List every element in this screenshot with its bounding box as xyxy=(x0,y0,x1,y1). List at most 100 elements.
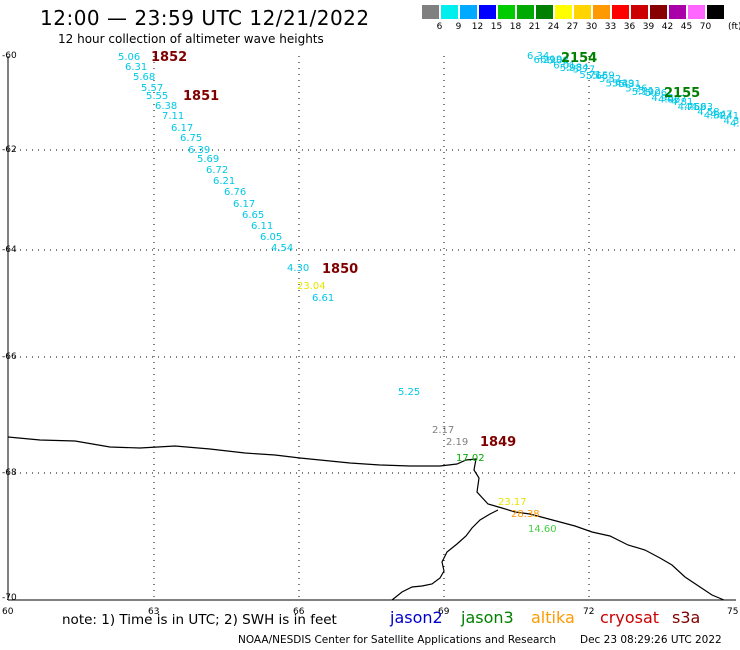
credit-line: NOAA/NESDIS Center for Satellite Applica… xyxy=(238,634,556,646)
swh-reading: 4.92 xyxy=(658,95,680,106)
legend-swatch xyxy=(650,5,667,19)
swh-reading: 6.05 xyxy=(260,232,282,243)
satellite-altika: altika xyxy=(531,608,575,627)
pass-number-label: 1849 xyxy=(480,435,516,450)
swh-reading: 5.19 xyxy=(632,87,654,98)
swh-reading: 5.39 xyxy=(612,79,634,90)
lon-tick-label: 60 xyxy=(2,607,14,617)
swh-reading: 2.17 xyxy=(432,425,454,436)
legend-label: 33 xyxy=(604,22,617,32)
chart-subtitle: 12 hour collection of altimeter wave hei… xyxy=(58,32,324,46)
swh-reading: 14.60 xyxy=(528,524,557,535)
swh-reading: 4.52 xyxy=(704,110,726,121)
swh-reading: 6.39 xyxy=(188,145,210,156)
legend-label: 9 xyxy=(455,22,462,32)
swh-reading: 4.30 xyxy=(287,263,309,274)
legend-label: 45 xyxy=(680,22,693,32)
generation-timestamp: Dec 23 08:29:26 UTC 2022 xyxy=(580,634,722,646)
pass-number-label: 1851 xyxy=(183,89,219,104)
swh-reading: 6.38 xyxy=(155,101,177,112)
swh-reading: 6.19 xyxy=(540,55,562,66)
swh-reading: 4.36 xyxy=(724,116,740,127)
legend-swatch xyxy=(688,5,705,19)
ice-shelf-edge xyxy=(391,509,499,601)
swh-reading: 6.34 xyxy=(527,51,549,62)
satellite-jason3: jason3 xyxy=(461,608,514,627)
lat-tick-label: -66 xyxy=(2,352,17,362)
swh-reading: 5.66 xyxy=(586,71,608,82)
swh-reading: 5.59 xyxy=(593,70,615,81)
swh-reading: 6.31 xyxy=(125,62,147,73)
swh-reading: 6.17 xyxy=(171,123,193,134)
legend-label: 18 xyxy=(509,22,522,32)
swh-reading: 5.71 xyxy=(579,70,601,81)
graticule xyxy=(7,56,736,601)
swh-reading: 4.75 xyxy=(678,102,700,113)
lon-tick-label: 66 xyxy=(293,607,305,617)
swh-reading: 6.29 xyxy=(534,55,556,66)
legend-label: 42 xyxy=(661,22,674,32)
swh-reading: 5.57 xyxy=(141,83,163,94)
legend-unit: (ft) xyxy=(728,22,740,32)
swh-reading: 6.08 xyxy=(547,56,569,67)
swh-reading: 23.04 xyxy=(297,281,326,292)
lon-tick-label: 63 xyxy=(148,607,159,617)
swh-reading: 6.61 xyxy=(312,293,334,304)
swh-reading: 28.38 xyxy=(511,509,540,520)
swh-reading: 4.69 xyxy=(684,102,706,113)
swh-reading: 23.17 xyxy=(498,497,527,508)
legend-swatch xyxy=(574,5,591,19)
swh-reading: 6.76 xyxy=(224,187,246,198)
lat-tick-label: -62 xyxy=(2,145,17,155)
legend-label: 15 xyxy=(490,22,503,32)
swh-reading: 5.25 xyxy=(398,387,420,398)
lon-tick-label: 75 xyxy=(727,607,738,617)
legend-swatch xyxy=(479,5,496,19)
legend-swatch xyxy=(593,5,610,19)
swh-reading: 5.93 xyxy=(560,63,582,74)
legend-swatch xyxy=(555,5,572,19)
swh-reading: 4.63 xyxy=(691,102,713,113)
coastline xyxy=(7,436,725,601)
legend-swatch xyxy=(517,5,534,19)
satellite-jason2: jason2 xyxy=(390,608,443,627)
legend-swatch xyxy=(631,5,648,19)
legend-label: 36 xyxy=(623,22,636,32)
legend-label: 12 xyxy=(471,22,484,32)
legend-label: 27 xyxy=(566,22,579,32)
legend-swatch xyxy=(498,5,515,19)
legend-swatch xyxy=(612,5,629,19)
swh-reading: 4.54 xyxy=(271,243,293,254)
swh-reading: 5.68 xyxy=(133,72,155,83)
swh-reading: 5.69 xyxy=(197,154,219,165)
pass-number-label: 1850 xyxy=(322,262,358,277)
lat-tick-label: -60 xyxy=(2,51,17,61)
swh-reading: 6.11 xyxy=(251,221,273,232)
antarctic-coastline xyxy=(7,436,725,601)
satellite-s3a: s3a xyxy=(672,608,701,627)
lat-tick-label: -68 xyxy=(2,468,17,478)
swh-reading: 6.21 xyxy=(213,176,235,187)
legend-swatch xyxy=(441,5,458,19)
lat-tick-label: -70 xyxy=(2,593,17,603)
swh-reading: 5.55 xyxy=(146,91,168,102)
swh-reading: 4.81 xyxy=(671,97,693,108)
swh-reading: 4.47 xyxy=(710,110,732,121)
legend-swatch xyxy=(536,5,553,19)
swh-reading: 6.72 xyxy=(206,165,228,176)
legend-label: 6 xyxy=(436,22,443,32)
swh-reading: 6.01 xyxy=(553,61,575,72)
swh-reading: 17.02 xyxy=(456,453,485,464)
swh-reading: 5.77 xyxy=(573,65,595,76)
swh-reading: 6.17 xyxy=(233,199,255,210)
axis-ticks: -60 -62 -64 -66 -68 -70 60 63 66 69 72 75 xyxy=(2,51,738,617)
swh-reading: 7.11 xyxy=(162,111,184,122)
legend-label: 24 xyxy=(547,22,560,32)
footer-note: note: 1) Time is in UTC; 2) SWH is in fe… xyxy=(62,612,337,628)
swh-reading: 6.75 xyxy=(180,133,202,144)
legend-swatch xyxy=(422,5,439,19)
legend-swatch xyxy=(460,5,477,19)
swh-reading: 2.19 xyxy=(446,437,468,448)
swh-reading: 5.52 xyxy=(599,74,621,85)
